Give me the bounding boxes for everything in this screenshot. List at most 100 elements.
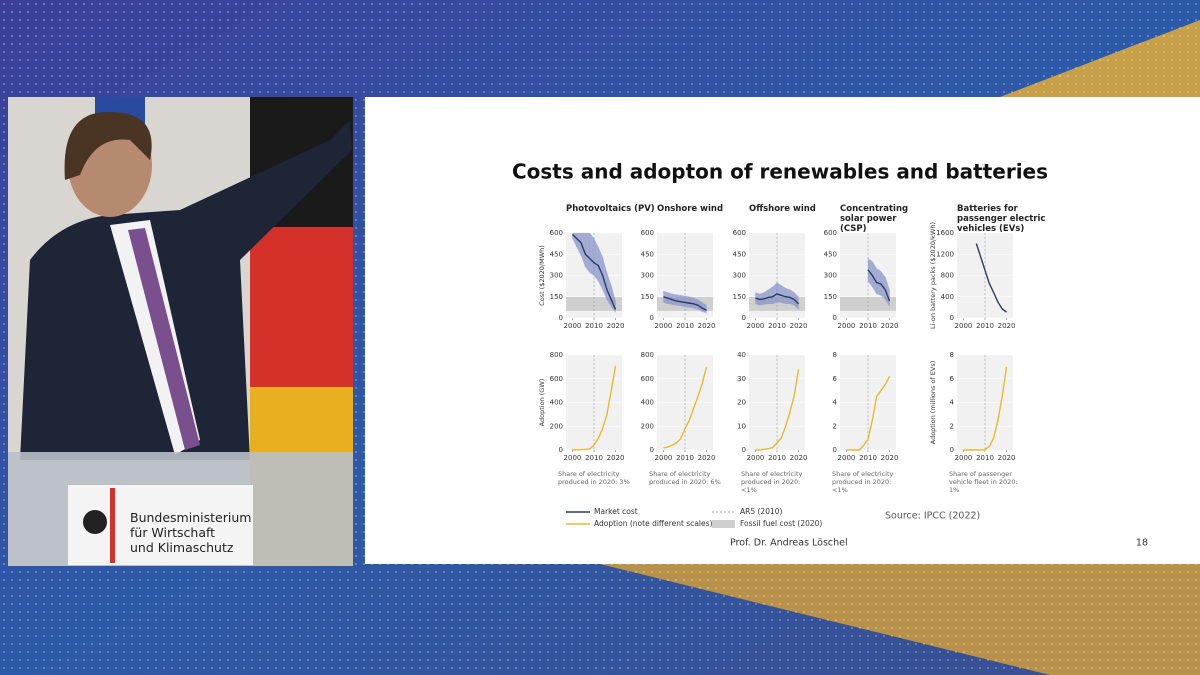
y-tick-label: 300	[550, 272, 563, 280]
series-line	[755, 369, 800, 451]
x-tick-label: 2020	[881, 322, 899, 330]
x-tick-label: 2010	[676, 322, 694, 330]
y-tick-label: 300	[733, 272, 746, 280]
y-tick-label: 0	[650, 446, 654, 454]
y-tick-label: 2	[950, 422, 954, 430]
series-line	[975, 243, 1007, 313]
x-tick-label: 2020	[790, 322, 808, 330]
series-line	[867, 269, 891, 302]
podium-line: und Klimaschutz	[130, 540, 234, 555]
x-tick-label: 2000	[955, 454, 973, 462]
y-tick-label: 0	[833, 446, 837, 454]
y-tick-label: 800	[550, 351, 563, 359]
tie	[128, 228, 200, 450]
series-line	[572, 365, 617, 451]
x-tick-label: 2020	[790, 454, 808, 462]
legend-label: Market cost	[594, 507, 638, 516]
chart-note: Share of electricity produced in 2020: <…	[741, 470, 803, 494]
legend-label: AR5 (2010)	[740, 507, 783, 516]
x-tick-label: 2010	[768, 454, 786, 462]
y-tick-label: 150	[824, 293, 837, 301]
y-tick-label: 200	[641, 422, 654, 430]
y-axis-label: Adoption (GW)	[538, 379, 546, 427]
y-tick-label: 6	[950, 375, 955, 383]
legend-label: Fossil fuel cost (2020)	[740, 519, 822, 528]
y-tick-label: 150	[550, 293, 563, 301]
chart-note: Share of electricity produced in 2020: 6…	[649, 470, 721, 486]
chart-title: Concentrating solar power (CSP)	[840, 204, 909, 234]
x-tick-label: 2010	[859, 322, 877, 330]
x-tick-label: 2020	[607, 322, 625, 330]
uncertainty-band	[680, 295, 686, 307]
x-tick-label: 2000	[955, 322, 973, 330]
x-tick-label: 2010	[768, 322, 786, 330]
slide	[365, 97, 1200, 564]
y-tick-label: 0	[950, 446, 954, 454]
legend-swatch	[712, 520, 735, 528]
y-tick-label: 600	[641, 375, 654, 383]
x-tick-label: 2000	[564, 322, 582, 330]
slide-title: Costs and adopton of renewables and batt…	[512, 160, 1048, 184]
y-tick-label: 4	[833, 399, 838, 407]
x-tick-label: 2010	[676, 454, 694, 462]
x-tick-label: 2020	[607, 454, 625, 462]
x-tick-label: 2000	[564, 454, 582, 462]
chart-note: Share of passenger vehicle fleet in 2020…	[949, 470, 1018, 494]
chart-note: Share of electricity produced in 2020: <…	[832, 470, 894, 494]
chart-title: Offshore wind	[749, 204, 816, 214]
y-tick-label: 150	[733, 293, 746, 301]
series-line	[755, 293, 800, 305]
x-tick-label: 2020	[998, 454, 1016, 462]
podium-line: für Wirtschaft	[130, 525, 216, 540]
source: Source: IPCC (2022)	[885, 511, 980, 522]
x-tick-label: 2010	[585, 454, 603, 462]
y-tick-label: 300	[641, 272, 654, 280]
uncertainty-band	[684, 295, 690, 308]
y-tick-label: 450	[550, 250, 563, 258]
chart-title: Photovoltaics (PV)	[566, 204, 655, 214]
podium-line: Bundesministerium	[130, 510, 252, 525]
y-tick-label: 1600	[936, 229, 954, 237]
chart-title: Batteries for passenger electric vehicle…	[957, 204, 1046, 234]
uncertainty-band	[585, 232, 590, 274]
uncertainty-band	[589, 232, 595, 276]
x-tick-label: 2020	[698, 454, 716, 462]
x-tick-label: 2020	[698, 322, 716, 330]
y-tick-label: 6	[833, 375, 838, 383]
x-tick-label: 2020	[881, 454, 899, 462]
y-tick-label: 600	[733, 229, 746, 237]
y-tick-label: 30	[737, 375, 746, 383]
logo-eagle	[83, 510, 107, 534]
uncertainty-band	[768, 286, 773, 304]
page-number: 18	[1136, 538, 1148, 549]
y-tick-label: 400	[941, 293, 954, 301]
y-tick-label: 600	[550, 229, 563, 237]
y-tick-label: 8	[833, 351, 837, 359]
x-tick-label: 2000	[838, 454, 856, 462]
y-tick-label: 400	[641, 399, 654, 407]
x-tick-label: 2000	[747, 454, 765, 462]
chart-title: Onshore wind	[657, 204, 724, 214]
x-tick-label: 2010	[976, 322, 994, 330]
y-tick-label: 20	[737, 399, 746, 407]
y-tick-label: 150	[641, 293, 654, 301]
x-tick-label: 2000	[747, 322, 765, 330]
y-tick-label: 600	[824, 229, 837, 237]
y-tick-label: 600	[641, 229, 654, 237]
y-tick-label: 0	[833, 314, 837, 322]
x-tick-label: 2020	[998, 322, 1016, 330]
y-tick-label: 4	[950, 399, 955, 407]
uncertainty-band	[676, 294, 681, 307]
y-tick-label: 400	[550, 399, 563, 407]
y-tick-label: 450	[733, 250, 746, 258]
uncertainty-band	[776, 282, 782, 303]
y-tick-label: 800	[941, 272, 954, 280]
y-tick-label: 10	[737, 422, 746, 430]
y-tick-label: 0	[742, 314, 746, 322]
logo-stripe	[110, 488, 115, 563]
y-tick-label: 1200	[936, 250, 954, 258]
series-line	[663, 296, 707, 311]
y-tick-label: 800	[641, 351, 654, 359]
x-tick-label: 2010	[976, 454, 994, 462]
